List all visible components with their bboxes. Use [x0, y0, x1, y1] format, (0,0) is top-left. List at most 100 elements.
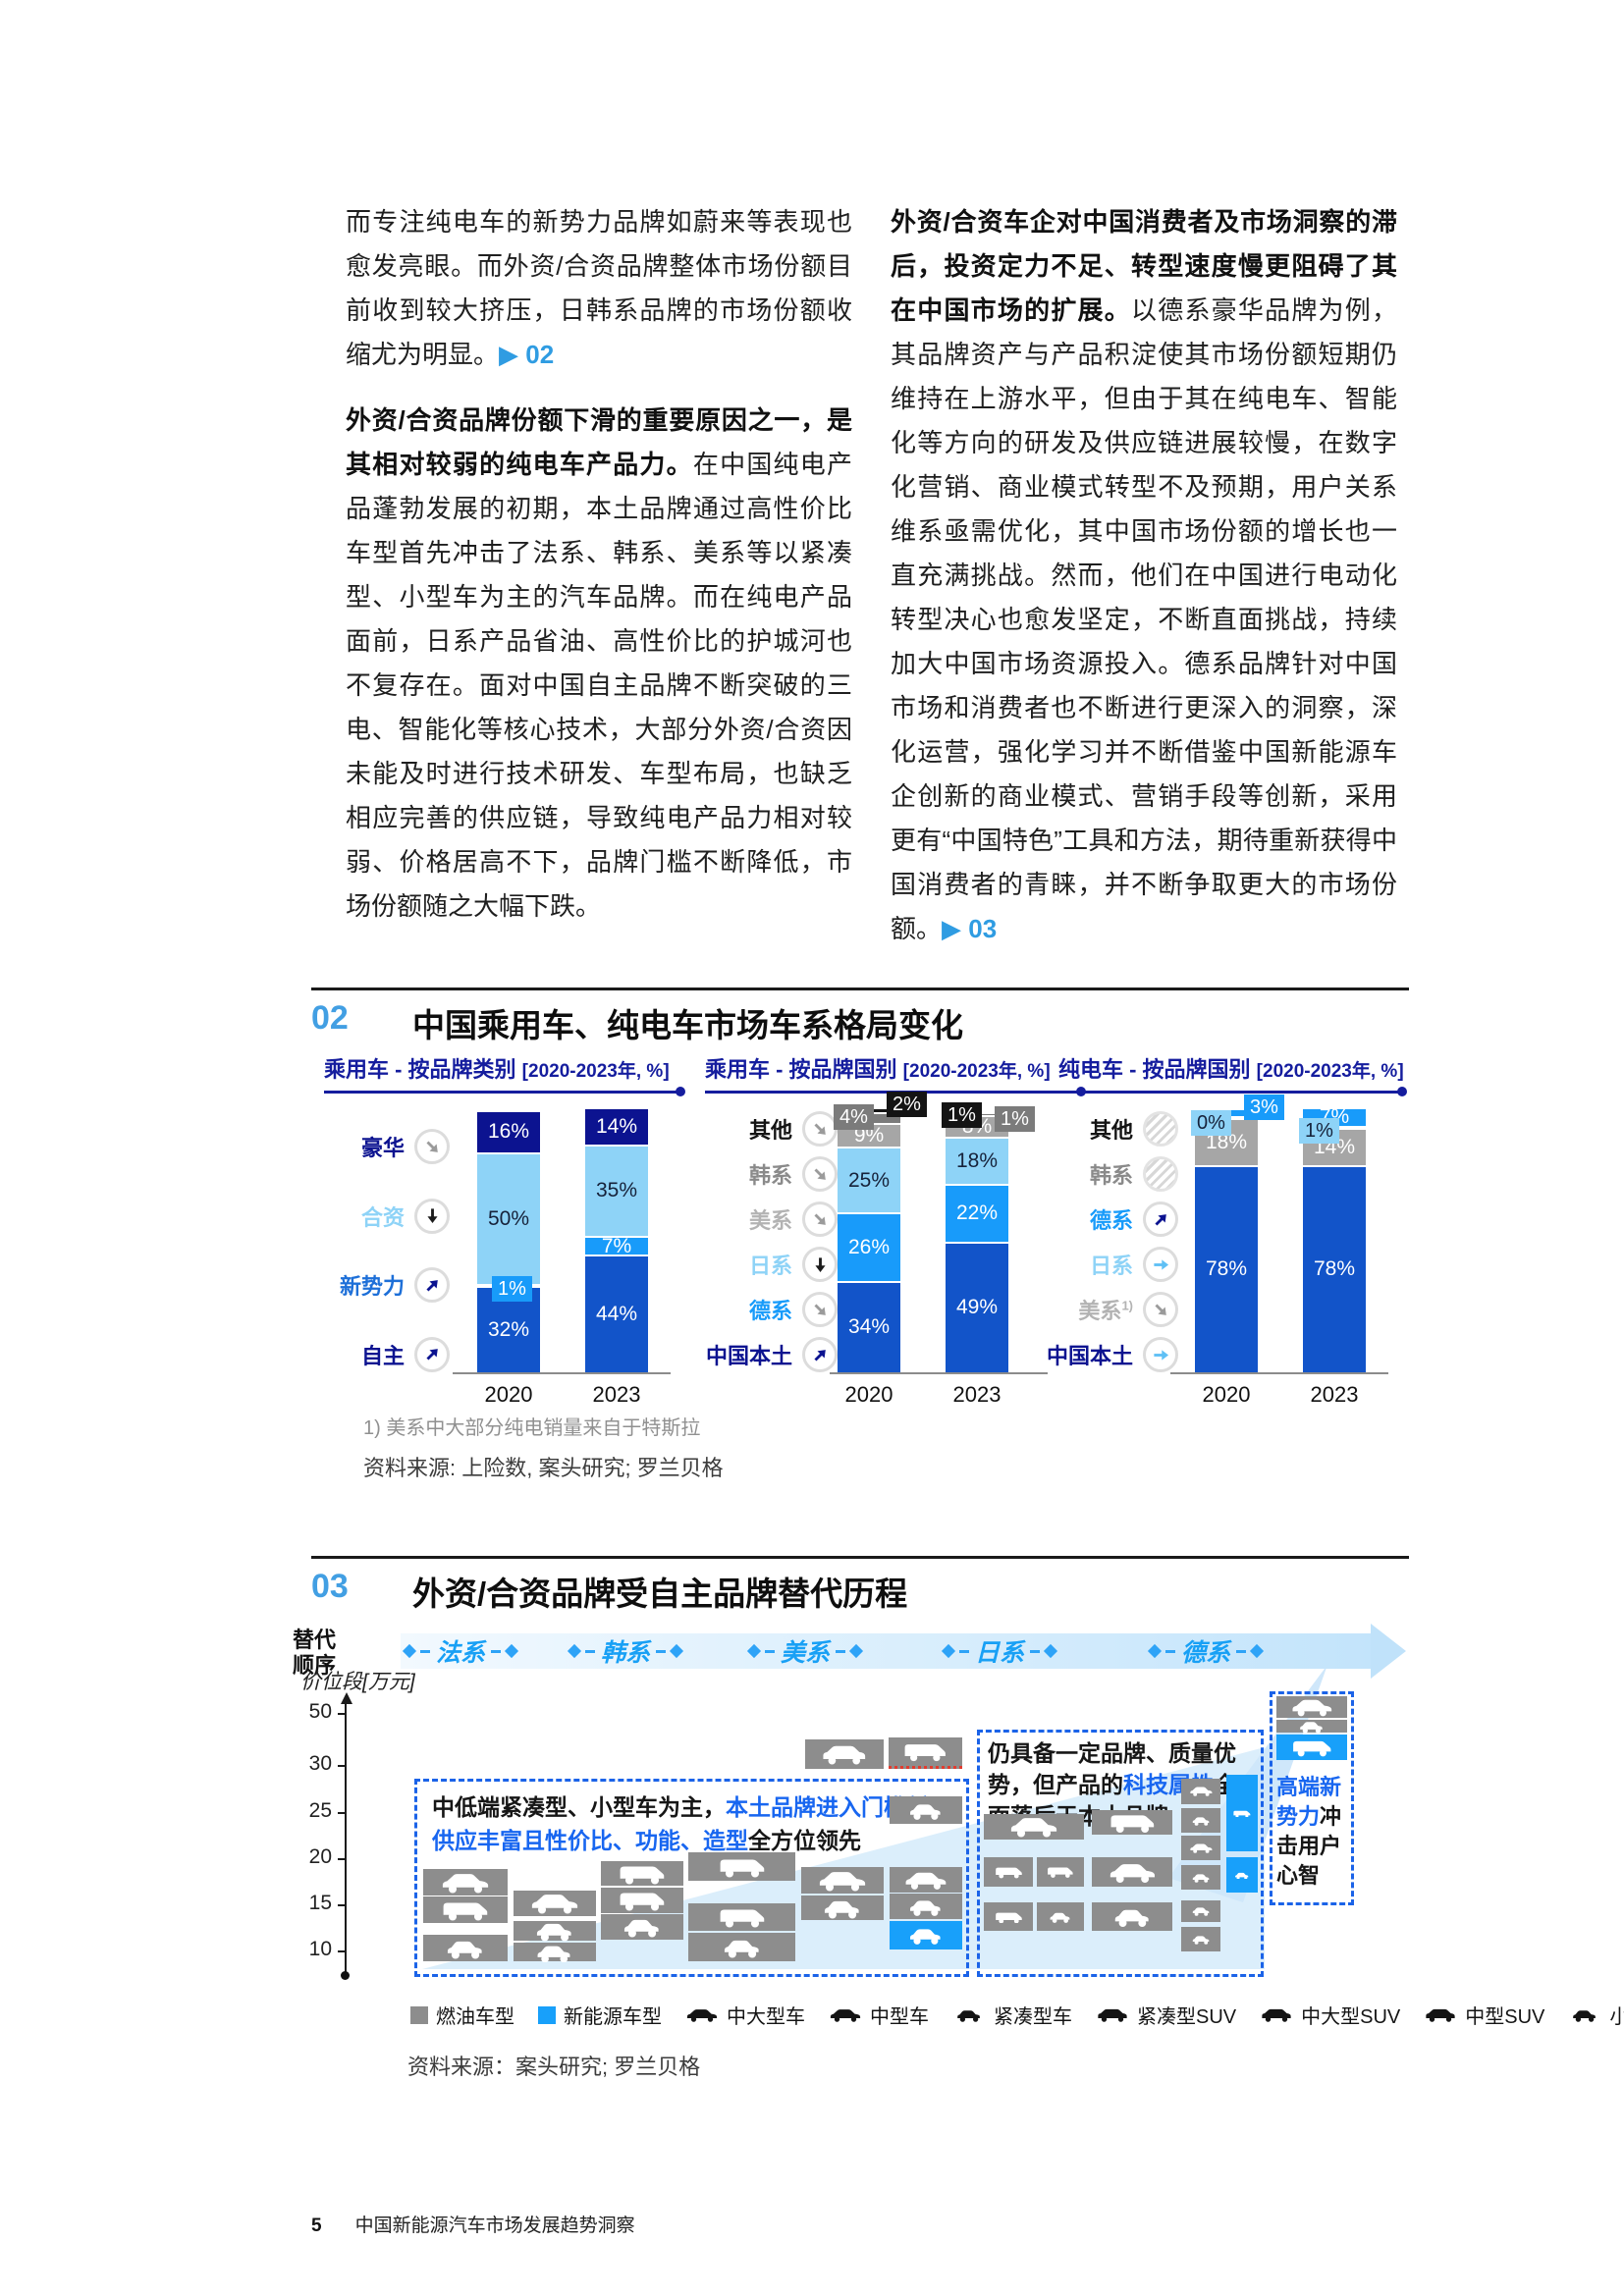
- legend-row: 自主: [324, 1336, 450, 1372]
- ice-model-tile: [423, 1935, 508, 1961]
- band-line: [836, 1649, 846, 1653]
- trend-se-arrow-icon: [425, 1140, 438, 1152]
- car-car-icon: [531, 1895, 578, 1914]
- year-tick-label: 2023: [952, 1382, 1001, 1407]
- legend-row: 其他: [705, 1111, 838, 1147]
- legend-row: 韩系: [1058, 1156, 1178, 1192]
- legend-row: 韩系: [705, 1156, 838, 1192]
- mini-car-icon: [536, 1924, 571, 1942]
- price-axis-tick: [338, 1765, 347, 1767]
- panel-header-range: [2020-2023年, %]: [521, 1061, 670, 1082]
- segment-value-label: 18%: [955, 1148, 999, 1172]
- legend-row: 豪华: [324, 1129, 450, 1164]
- bar-baseline: [453, 1372, 671, 1374]
- figure-cross-reference-link[interactable]: ▶ 03: [942, 914, 998, 943]
- trend-circle-icon: [1143, 1292, 1178, 1327]
- ice-model-tile: [801, 1896, 884, 1920]
- bars-row: 2%4%9%25%26%34%1%1%8%18%22%49%: [834, 1092, 1083, 1372]
- segment-value-label: 50%: [487, 1206, 530, 1230]
- price-axis-tick: [338, 1950, 347, 1952]
- years-row: 2020 2023: [1178, 1382, 1404, 1408]
- intro-right-paragraph-1: 外资/合资车企对中国消费者及市场洞察的滞后，投资定力不足、转型速度慢更阻碍了其在…: [891, 200, 1397, 951]
- bars-wrap: 16% 50% 1% 32% 14% 35% 7% 44% 2020 2023: [450, 1109, 682, 1408]
- legend-label: 韩系: [1089, 1163, 1133, 1188]
- legend-row: 日系: [1058, 1247, 1178, 1282]
- band-diamond-icon: [669, 1643, 684, 1659]
- price-axis-tick-label: 15: [308, 1892, 332, 1914]
- bar-segment: 35%: [585, 1146, 648, 1239]
- ice-model-tile: [423, 1896, 508, 1923]
- bar-segment: 34%: [838, 1282, 900, 1372]
- ice-model-tile: [890, 1867, 962, 1893]
- segment-value-label: 78%: [1205, 1257, 1248, 1281]
- bar-segment: 44%: [585, 1256, 648, 1372]
- legend-item: 中型SUV: [1424, 2001, 1544, 2029]
- panel-header-text: 乘用车 - 按品牌类别: [324, 1057, 522, 1082]
- panel-header: 乘用车 - 按品牌类别 [2020-2023年, %]: [324, 1052, 685, 1096]
- mini-car-icon: [623, 1920, 659, 1938]
- mini-car-icon: [910, 1804, 941, 1820]
- mini-car-icon: [724, 1940, 759, 1958]
- zone-text-mass-market: 中低端紧凑型、小型车为主，本土品牌进入门槛低，供应丰富且性价比、功能、造型全方位…: [432, 1790, 954, 1857]
- bar-segment: 32%: [477, 1288, 540, 1372]
- trend-ne-arrow-icon: [425, 1349, 438, 1362]
- trend-ne-arrow-icon: [1154, 1213, 1166, 1226]
- van-car-icon: [995, 1867, 1022, 1879]
- trend-circle-icon: [802, 1247, 838, 1282]
- intro-left-paragraph-1: 而专注纯电车的新势力品牌如蔚来等表现也愈发亮眼。而外资/合资品牌整体市场份额目前…: [346, 200, 852, 377]
- van-car-icon: [1292, 1740, 1331, 1757]
- ice-model-tile: [889, 1737, 962, 1769]
- mini-car-icon: [1192, 1936, 1209, 1945]
- ice-model-tile: [890, 1894, 962, 1919]
- band-brand-label: 日系: [975, 1639, 1025, 1667]
- bar-segment: 22%: [946, 1185, 1008, 1244]
- band-segment-法系: 法系: [401, 1633, 566, 1669]
- figure03-title: 外资/合资品牌受自主品牌替代历程: [412, 1575, 908, 1612]
- zone-text-run: 中低端紧凑型、小型车为主，: [432, 1794, 726, 1820]
- band-segment-日系: 日系: [940, 1633, 1146, 1669]
- ice-model-tile: [801, 1867, 884, 1894]
- suv-car-icon: [1098, 2008, 1127, 2022]
- zone-text-run: 冲击用户心智: [1276, 1804, 1342, 1888]
- segment-value-label: 16%: [487, 1120, 530, 1144]
- legend-label: 豪华: [360, 1136, 405, 1160]
- band-diamond-icon: [1043, 1643, 1058, 1659]
- ice-model-tile: [423, 1869, 508, 1896]
- price-axis-tick: [338, 1904, 347, 1906]
- figure-cross-reference-link[interactable]: ▶ 02: [499, 340, 555, 369]
- legend-swatch: [538, 2005, 556, 2024]
- year-tick-label: 2023: [592, 1382, 641, 1407]
- band-diamond-icon: [1249, 1643, 1265, 1659]
- car-car-icon: [1189, 1843, 1213, 1853]
- ice-model-tile: [601, 1888, 683, 1913]
- trend-ne-arrow-icon: [425, 1279, 438, 1292]
- van-car-icon: [1233, 1810, 1251, 1818]
- panel-header: 纯电车 - 按品牌国别 [2020-2023年, %]: [1058, 1052, 1407, 1096]
- band-diamond-icon: [402, 1643, 417, 1659]
- bar-baseline: [830, 1372, 1048, 1374]
- mini-car-icon: [1192, 1874, 1209, 1883]
- mini-car-icon: [537, 1946, 570, 1962]
- band-brand-label: 德系: [1181, 1639, 1231, 1667]
- trend-se-arrow-icon: [813, 1303, 826, 1315]
- trend-se-arrow-icon: [1154, 1303, 1166, 1315]
- stacked-bar-2020: 2% 4% 9% 25% 26% 34%: [834, 1092, 927, 1372]
- bar-segment: 26%: [838, 1214, 900, 1283]
- trend-e-arrow-icon: [1153, 1258, 1168, 1270]
- ice-model-tile: [1037, 1902, 1084, 1931]
- band-line: [656, 1649, 667, 1653]
- car-car-icon: [442, 1874, 489, 1894]
- band-line: [959, 1649, 969, 1653]
- legend-item: 紧凑型SUV: [1096, 2001, 1236, 2029]
- legend-row: 德系: [705, 1292, 838, 1327]
- price-axis-tick-label: 25: [308, 1799, 332, 1822]
- trend-circle-icon: [414, 1129, 450, 1164]
- trend-se-arrow-icon: [813, 1212, 826, 1225]
- band-line: [1165, 1649, 1175, 1653]
- zone-text-run: 全方位领先: [748, 1828, 861, 1853]
- trend-se-arrow-icon: [813, 1122, 826, 1135]
- van-car-icon: [720, 1909, 764, 1928]
- segment-value-label: 34%: [847, 1315, 891, 1339]
- ice-model-tile: [984, 1814, 1084, 1840]
- legend-item: 中型车: [829, 2001, 929, 2029]
